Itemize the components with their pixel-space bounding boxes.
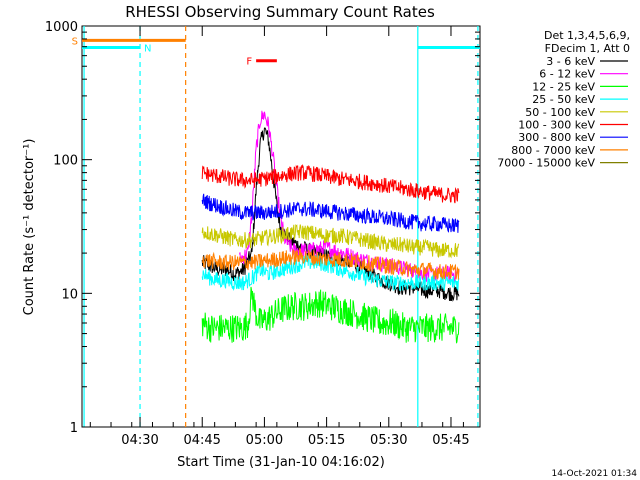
attenuator-bar-label: S [72,36,78,47]
legend-entry-label: 6 - 12 keV [539,68,595,81]
x-tick-label: 05:45 [432,433,469,448]
legend-entry-label: 3 - 6 keV [546,55,595,68]
legend-entry-label: 12 - 25 keV [532,80,595,93]
footer-timestamp: 14-Oct-2021 01:34 [552,469,638,479]
legend-entry-label: 25 - 50 keV [532,93,595,106]
legend-entry-label: 800 - 7000 keV [511,144,595,157]
y-tick-label: 1000 [45,20,78,35]
x-tick-label: 05:00 [246,433,283,448]
series-line [201,224,460,259]
x-tick-label: 04:30 [121,433,158,448]
legend-header: FDecim 1, Att 0 [545,42,630,55]
legend-entry-label: 50 - 100 keV [525,106,595,119]
series-line [201,247,460,280]
attenuator-bar-label: N [144,44,151,55]
x-tick-label: 05:15 [308,433,345,448]
y-tick-label: 10 [61,287,78,302]
vertical-markers [83,26,479,427]
y-axis-label: Count Rate (s⁻¹ detector⁻¹) [22,139,37,316]
legend-header: Det 1,3,4,5,6,9, [544,29,630,42]
y-tick-label: 1 [70,421,78,436]
series-line [201,254,460,292]
legend-entry-label: 300 - 800 keV [518,131,595,144]
attenuator-bars [82,38,480,63]
attenuator-bar-label: F [246,57,252,68]
series-line [201,193,460,233]
chart-title: RHESSI Observing Summary Count Rates [125,3,435,21]
series-layer [201,110,460,344]
y-tick-label: 100 [53,154,78,169]
y-axis: 1 10 100 1000 [45,20,480,436]
series-line [201,286,460,344]
legend: Det 1,3,4,5,6,9,FDecim 1, Att 03 - 6 keV… [497,29,630,170]
x-axis-label: Start Time (31-Jan-10 04:16:02) [177,455,385,470]
legend-entry-label: 7000 - 15000 keV [497,157,595,170]
x-tick-label: 05:30 [370,433,407,448]
x-tick-label: 04:45 [183,433,220,448]
legend-entry-label: 100 - 300 keV [518,119,595,132]
plot-frame [81,25,481,428]
x-axis: 04:30 04:45 05:00 05:15 05:30 05:45 [89,26,470,448]
series-line [201,163,460,204]
